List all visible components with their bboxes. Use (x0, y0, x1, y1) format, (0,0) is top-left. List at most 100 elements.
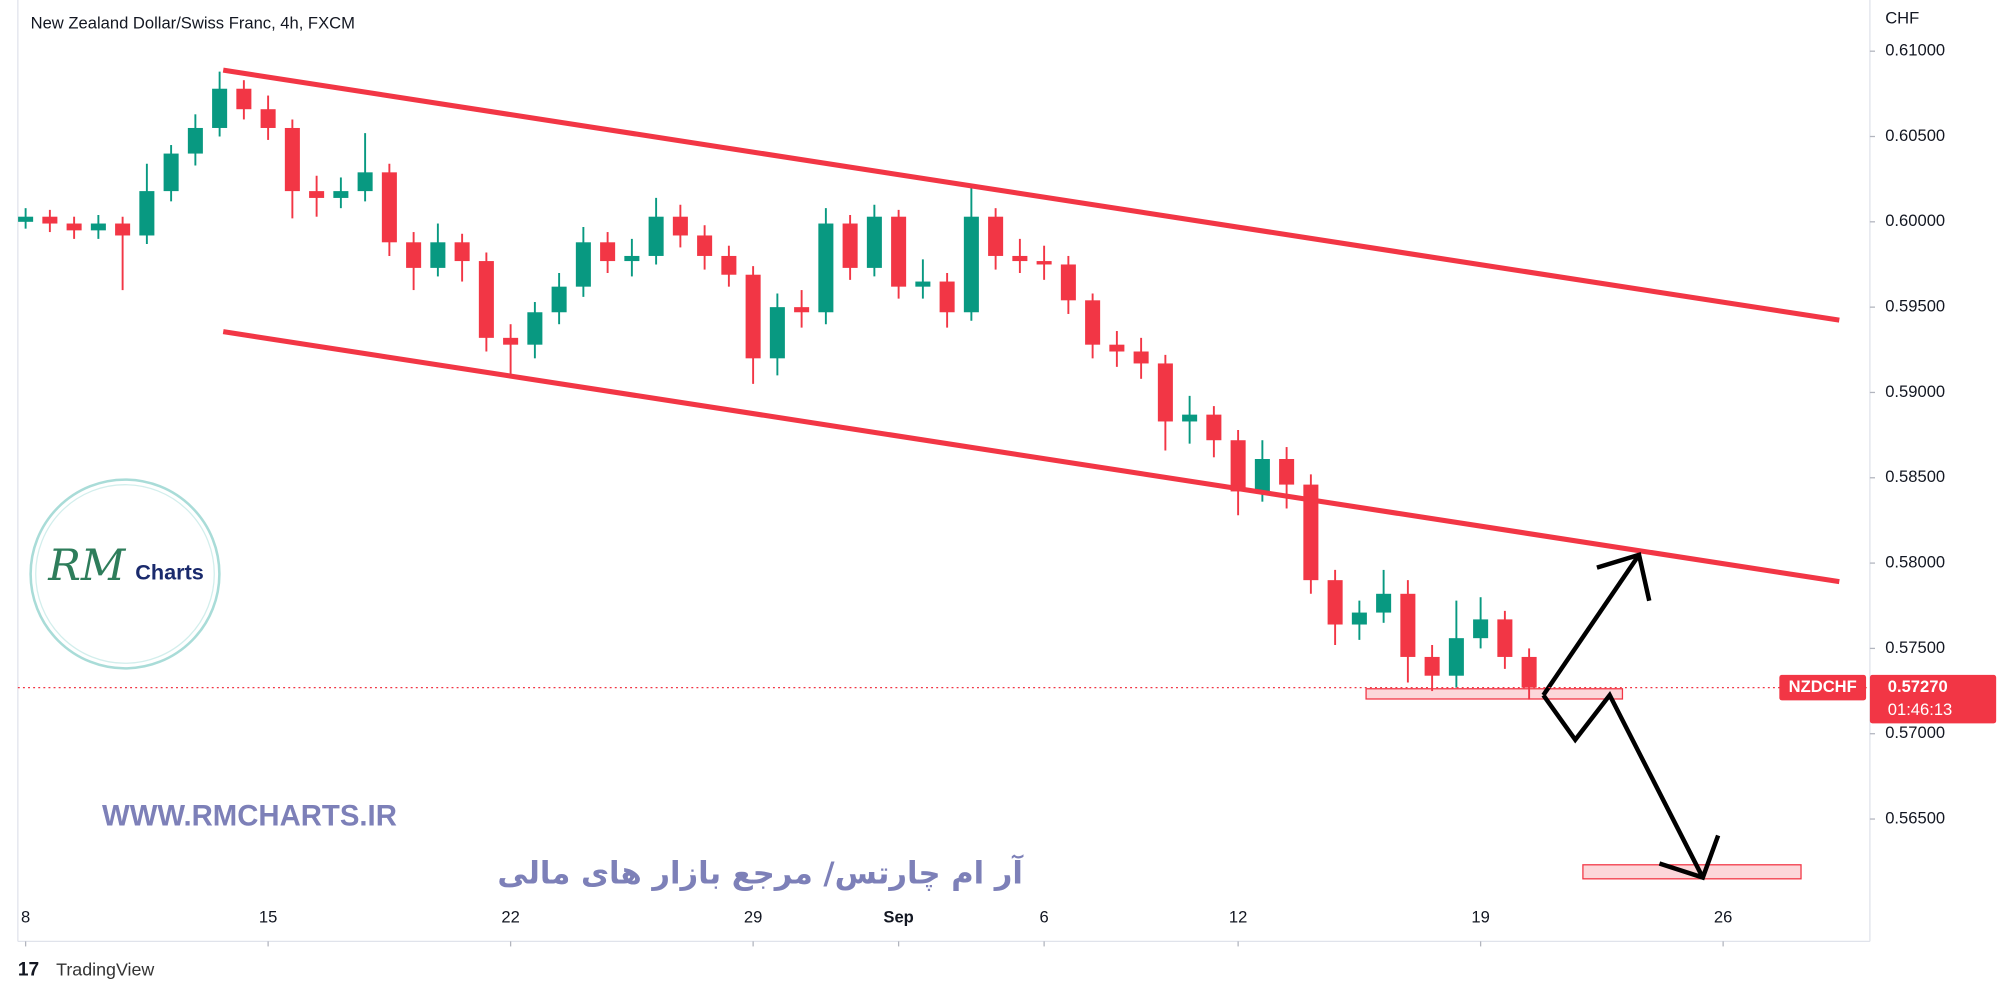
symbol-tag (1779, 674, 1867, 701)
projection-arrows (1541, 552, 1721, 881)
candle-body (1230, 440, 1246, 492)
candle-body (600, 242, 616, 262)
candle-body (866, 216, 882, 268)
candle-body (430, 242, 446, 268)
candle-body (1206, 414, 1222, 441)
candle-body (794, 307, 810, 313)
countdown-label: 01:46:13 (1888, 700, 1953, 719)
brand-icon: 17 (18, 960, 39, 981)
candle-body (187, 127, 203, 154)
candle-body (1279, 459, 1295, 485)
branding: TradingView (56, 959, 154, 979)
candle-body (527, 312, 543, 345)
plot-area (18, 71, 1537, 700)
logo-letters: RM (47, 541, 127, 591)
candle-body (236, 88, 252, 110)
candle-body (212, 88, 228, 128)
candle-body (163, 153, 179, 192)
x-tick-label: Sep (883, 908, 913, 927)
candle-body (381, 172, 397, 243)
candle-body (1497, 619, 1513, 657)
candle-body (1133, 351, 1149, 364)
y-tick-label: 0.59500 (1885, 297, 1945, 316)
candle-body (1085, 300, 1101, 345)
candle-body (115, 223, 131, 236)
x-tick-label: 19 (1471, 908, 1489, 927)
candle-body (745, 274, 761, 359)
y-tick-label: 0.57000 (1885, 723, 1945, 742)
candle-body (1012, 255, 1028, 262)
candle-body (1400, 593, 1416, 657)
watermark-url: WWW.RMCHARTS.IR (102, 799, 397, 832)
y-tick-label: 0.60500 (1885, 126, 1945, 145)
y-tick-label: 0.59000 (1885, 382, 1945, 401)
candle-body (648, 216, 664, 256)
candle-body (988, 216, 1004, 256)
y-tick-label: 0.56500 (1885, 808, 1945, 827)
candle-body (1351, 612, 1367, 625)
y-tick-label: 0.60000 (1885, 211, 1945, 230)
candle-body (842, 223, 858, 268)
candle-body (260, 109, 276, 128)
y-tick-label: 0.58000 (1885, 552, 1945, 571)
candle-body (1036, 261, 1052, 265)
candle-body (769, 307, 785, 359)
x-tick-label: 22 (501, 908, 519, 927)
x-tick-label: 15 (259, 908, 277, 927)
candle-body (1327, 580, 1343, 625)
candle-body (697, 235, 713, 256)
channel-upper (222, 67, 1840, 323)
zone-box (1365, 688, 1624, 700)
candle-body (66, 223, 82, 231)
candle-body (624, 255, 640, 262)
candle-body (406, 242, 422, 268)
candle-body (891, 216, 907, 287)
logo-text: Charts (135, 560, 204, 585)
candle-body (939, 281, 955, 313)
candle-body (90, 223, 106, 231)
candle-body (284, 127, 300, 192)
y-tick-label: 0.57500 (1885, 638, 1945, 657)
candle-body (1060, 264, 1076, 301)
watermark-logo: RM Charts (29, 478, 221, 670)
candle-body (1157, 363, 1173, 422)
channel-lower (222, 329, 1840, 585)
candle-body (575, 242, 591, 287)
x-tick-label: 12 (1229, 908, 1247, 927)
candle-body (1424, 656, 1440, 676)
candle-body (1376, 593, 1392, 613)
candle-body (42, 216, 58, 224)
candle-body (818, 223, 834, 313)
candle-body (1521, 656, 1537, 688)
candle-body (503, 337, 519, 345)
candle-body (963, 216, 979, 313)
x-tick-label: 6 (1040, 908, 1049, 927)
candle-body (357, 172, 373, 192)
y-tick-label: 0.61000 (1885, 41, 1945, 60)
symbol-label: NZDCHF (1789, 677, 1857, 696)
candle-body (1182, 414, 1198, 422)
x-tick-label: 8 (21, 908, 30, 927)
last-price-label: 0.57270 (1888, 677, 1948, 696)
candle-body (1254, 459, 1270, 492)
candle-body (139, 191, 155, 236)
price-tag (1869, 674, 1997, 724)
watermark-tagline: آر ام چارتس/ مرجع بازار های مالی (497, 854, 1024, 892)
candle-body (551, 286, 567, 313)
chart-title: New Zealand Dollar/Swiss Franc, 4h, FXCM (31, 14, 355, 33)
candle-body (454, 242, 470, 262)
x-tick-label: 26 (1714, 908, 1732, 927)
candle-body (18, 216, 34, 222)
candle-body (478, 261, 494, 338)
candle-body (672, 216, 688, 236)
candle-body (309, 191, 325, 198)
candle-body (1448, 638, 1464, 676)
candle-body (1473, 619, 1489, 639)
candle-body (721, 255, 737, 275)
y-tick-label: 0.58500 (1885, 467, 1945, 486)
candle-body (1303, 484, 1319, 581)
currency-label: CHF (1885, 9, 1919, 28)
candle-body (915, 281, 931, 287)
